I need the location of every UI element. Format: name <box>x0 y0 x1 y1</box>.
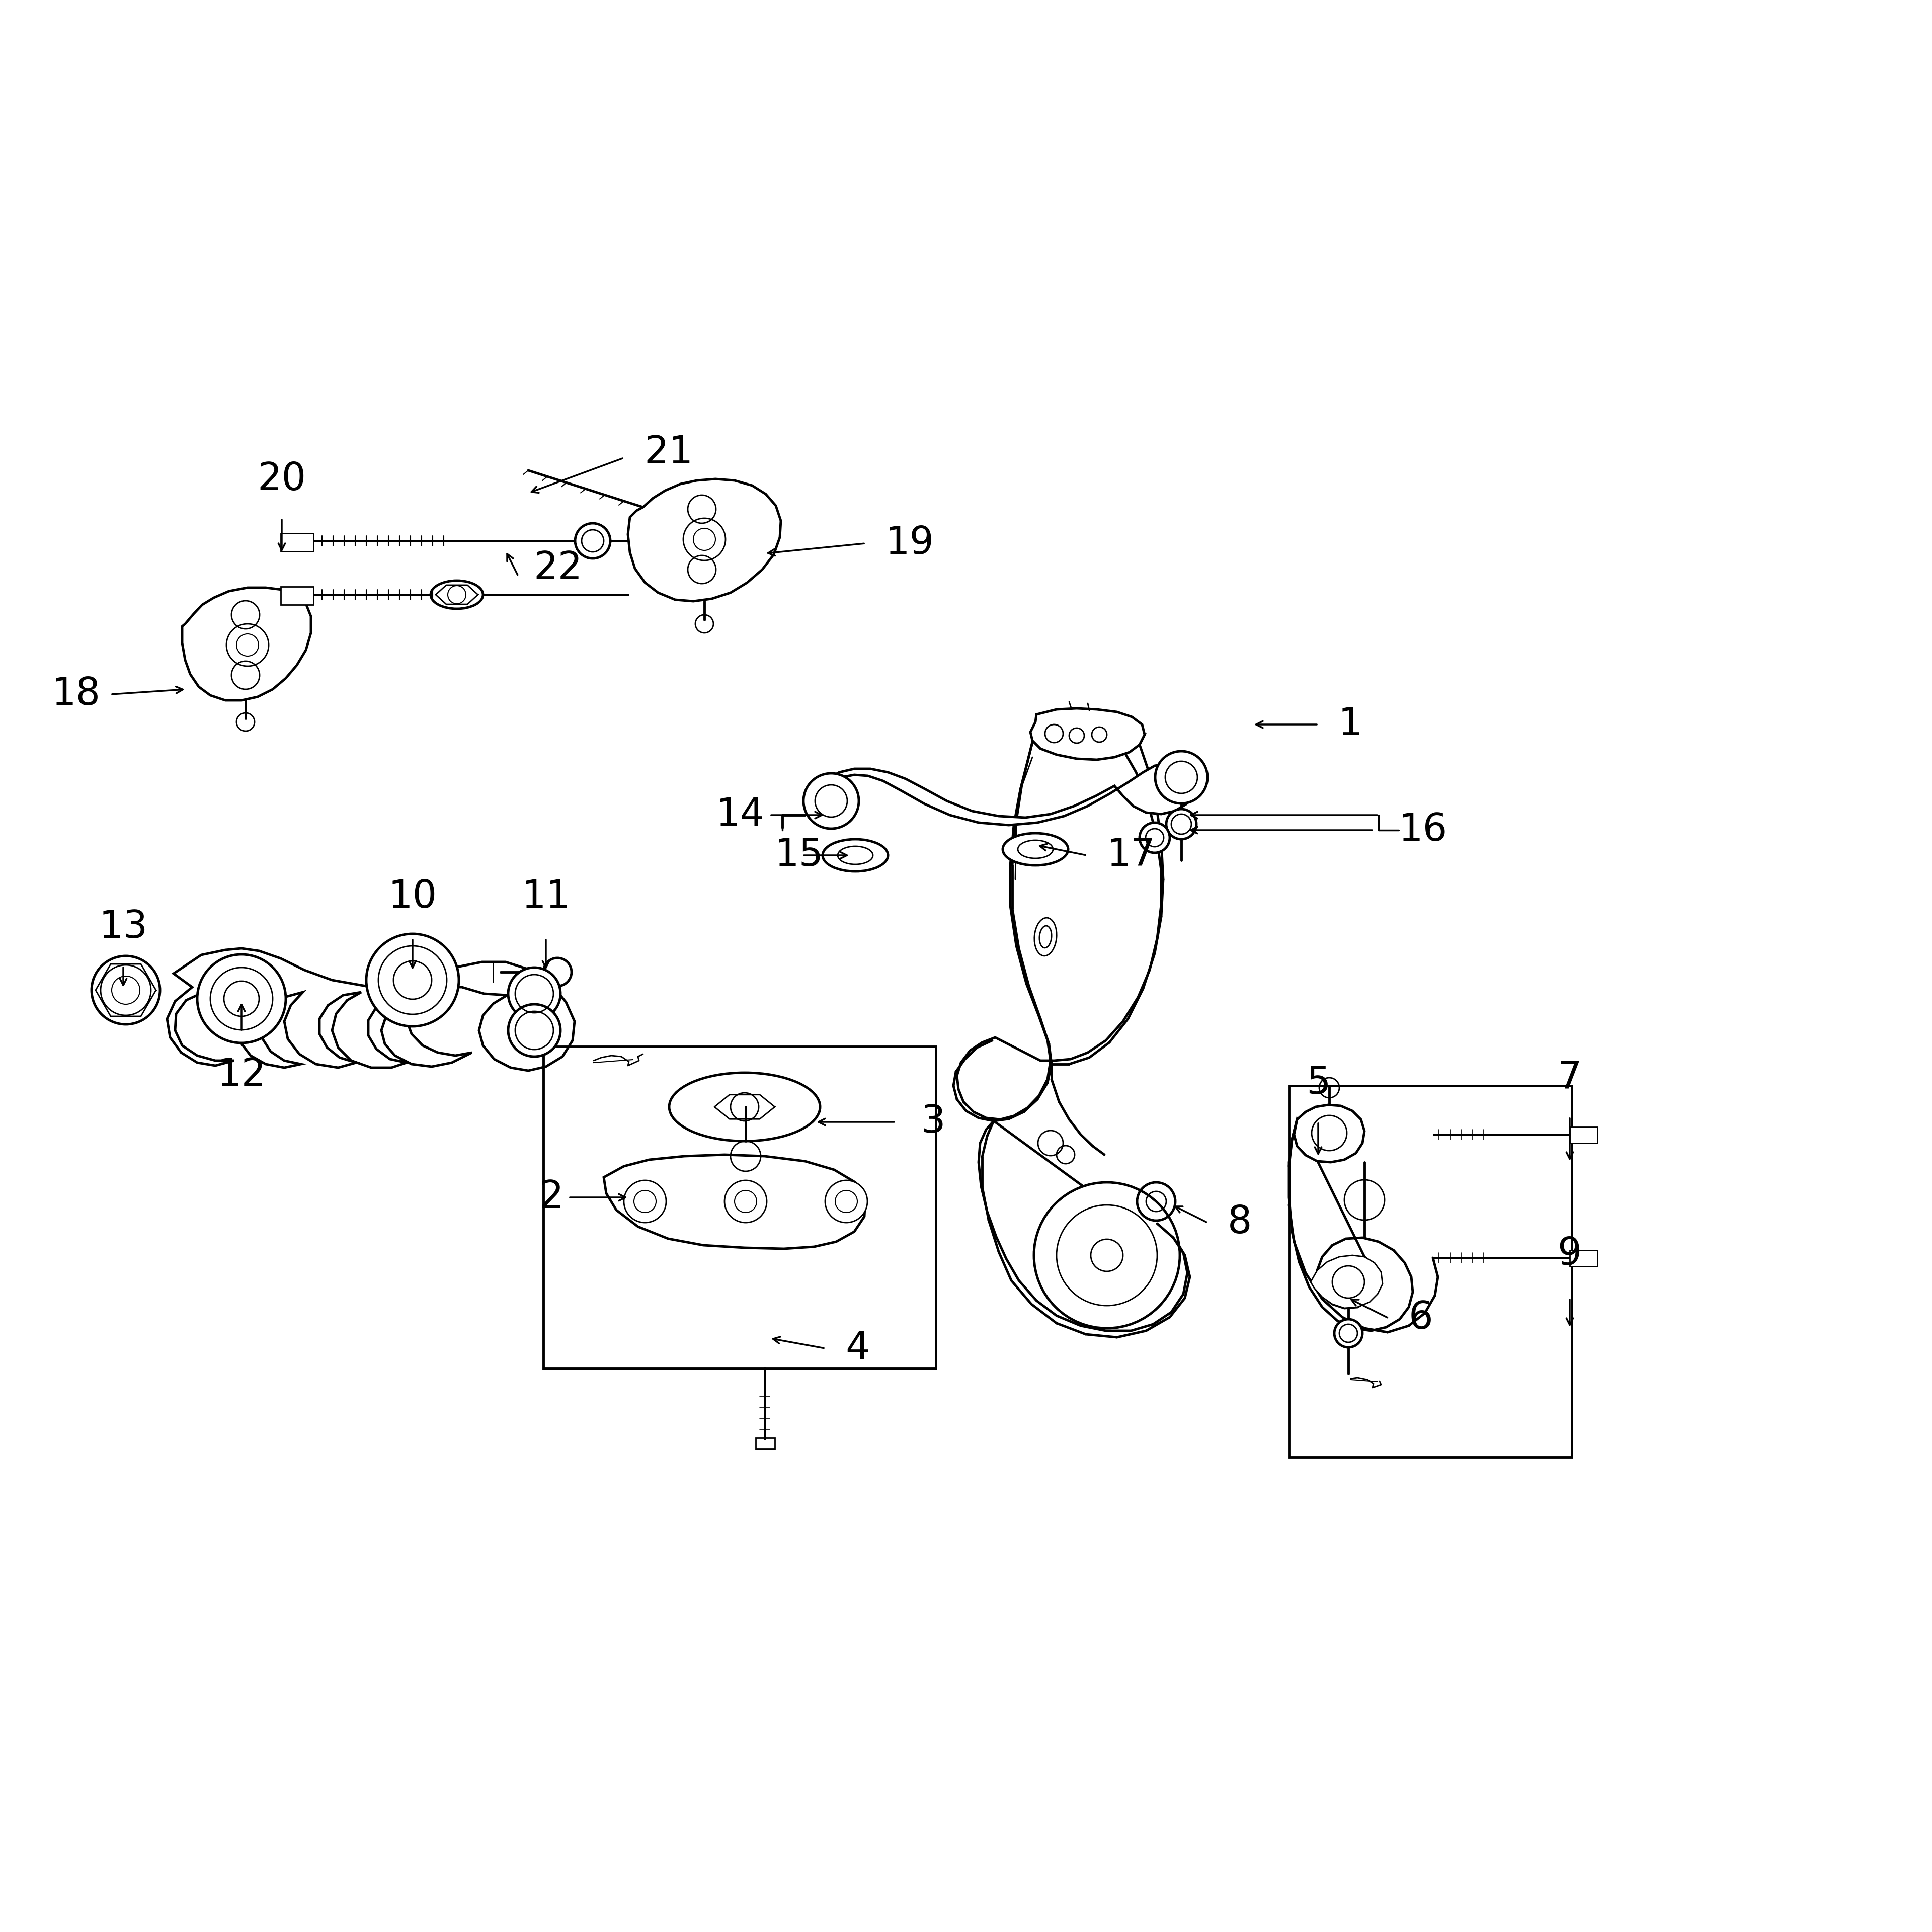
Text: 16: 16 <box>1399 811 1447 848</box>
Circle shape <box>91 956 160 1024</box>
Text: 1: 1 <box>1339 705 1362 744</box>
Text: 8: 8 <box>1227 1204 1252 1240</box>
Polygon shape <box>1289 1119 1412 1331</box>
Text: 19: 19 <box>885 526 935 562</box>
Ellipse shape <box>668 1072 819 1142</box>
Circle shape <box>804 773 860 829</box>
Polygon shape <box>956 734 1161 1119</box>
Circle shape <box>508 1005 560 1057</box>
Circle shape <box>1034 1182 1180 1329</box>
Text: 4: 4 <box>846 1329 869 1368</box>
Text: 20: 20 <box>257 462 305 498</box>
Circle shape <box>543 958 572 985</box>
Polygon shape <box>603 1155 866 1248</box>
Text: 7: 7 <box>1557 1059 1582 1097</box>
Circle shape <box>1335 1320 1362 1347</box>
Text: 5: 5 <box>1306 1065 1331 1101</box>
Circle shape <box>624 1180 667 1223</box>
Text: 3: 3 <box>922 1103 945 1140</box>
Circle shape <box>576 524 611 558</box>
Polygon shape <box>1294 1105 1364 1163</box>
Circle shape <box>825 1180 867 1223</box>
Bar <box>755 1437 775 1449</box>
Circle shape <box>197 954 286 1043</box>
Ellipse shape <box>823 838 889 871</box>
Text: 9: 9 <box>1557 1236 1582 1273</box>
Text: 15: 15 <box>775 837 823 873</box>
Circle shape <box>1167 810 1196 838</box>
Polygon shape <box>166 949 574 1070</box>
Bar <box>1569 1126 1598 1144</box>
Polygon shape <box>182 587 311 701</box>
Text: 17: 17 <box>1107 837 1155 873</box>
Bar <box>280 533 313 551</box>
Text: 10: 10 <box>388 879 437 916</box>
Polygon shape <box>1030 709 1144 759</box>
Bar <box>280 587 313 605</box>
Text: 12: 12 <box>216 1057 267 1094</box>
Text: 18: 18 <box>52 676 100 713</box>
Polygon shape <box>819 763 1194 825</box>
Text: 2: 2 <box>539 1179 564 1215</box>
Polygon shape <box>980 1121 1188 1331</box>
Polygon shape <box>1310 1256 1383 1308</box>
Bar <box>1289 1086 1573 1457</box>
Ellipse shape <box>1003 833 1068 866</box>
Ellipse shape <box>431 582 483 609</box>
Circle shape <box>367 933 460 1026</box>
Circle shape <box>1155 752 1208 804</box>
Circle shape <box>725 1180 767 1223</box>
Text: 14: 14 <box>717 796 765 835</box>
Text: 21: 21 <box>643 435 694 471</box>
Bar <box>1569 1250 1598 1265</box>
Text: 6: 6 <box>1408 1300 1434 1337</box>
Circle shape <box>508 968 560 1020</box>
Circle shape <box>1140 823 1169 852</box>
Polygon shape <box>628 479 781 601</box>
Bar <box>543 1047 935 1368</box>
Text: 11: 11 <box>522 879 570 916</box>
Text: 22: 22 <box>533 551 582 587</box>
Text: 13: 13 <box>99 908 147 947</box>
Ellipse shape <box>1034 918 1057 956</box>
